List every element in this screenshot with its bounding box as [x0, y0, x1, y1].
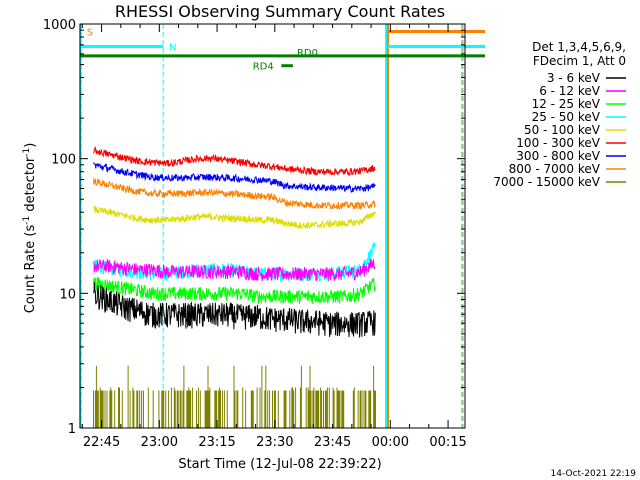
legend-label: 25 - 50 keV	[532, 110, 601, 124]
legend-label: 800 - 7000 keV	[509, 162, 601, 176]
legend-label: 6 - 12 keV	[539, 84, 601, 98]
series-line-3-6-kev	[93, 282, 376, 338]
legend-label: 3 - 6 keV	[547, 71, 601, 85]
plot-layer: S N RD0 RD4 1 10 100 1000 22:45 23:00 23:15 23:30 23…	[43, 18, 485, 450]
legend-label: 50 - 100 keV	[524, 123, 601, 137]
x-tick-label: 00:15	[429, 435, 466, 450]
x-tick-label: 23:15	[198, 435, 235, 450]
series-line-300-800-kev	[93, 161, 376, 193]
x-tick-label: 23:30	[256, 435, 293, 450]
x-tick-label: 00:00	[372, 435, 409, 450]
annotation-rd0: RD0	[297, 48, 318, 59]
series-line-12-25-kev	[93, 276, 376, 305]
x-axis-label: Start Time (12-Jul-08 22:39:22)	[178, 457, 381, 472]
plot-frame	[79, 23, 466, 429]
x-tick-label: 22:45	[83, 435, 120, 450]
y-tick-label: 1000	[43, 18, 76, 33]
series-line-50-100-kev	[93, 204, 376, 230]
annotation-s: S	[87, 27, 93, 38]
legend-label: 12 - 25 keV	[532, 97, 601, 111]
series-line-7000-15000-kev	[93, 365, 376, 428]
timestamp: 14-Oct-2021 22:19	[551, 469, 637, 479]
y-tick-label: 10	[59, 287, 76, 302]
annotation-rd4: RD4	[253, 62, 274, 73]
y-tick-label: 100	[51, 153, 76, 168]
annotation-n: N	[169, 43, 176, 54]
y-tick-label: 1	[68, 422, 76, 437]
series-line-800-7000-kev	[93, 177, 376, 211]
legend-label: 300 - 800 keV	[516, 149, 600, 163]
legend-header-line-1: Det 1,3,4,5,6,9,	[532, 40, 626, 54]
series-line-100-300-kev	[93, 146, 376, 177]
legend-header-line-2: FDecim 1, Att 0	[533, 54, 626, 68]
y-axis-label: Count Rate (s-1 detector-1)	[22, 143, 38, 314]
x-tick-label: 23:45	[314, 435, 351, 450]
legend-label: 100 - 300 keV	[516, 136, 600, 150]
legend-label: 7000 - 15000 keV	[493, 175, 600, 189]
chart-title: RHESSI Observing Summary Count Rates	[115, 2, 445, 21]
series-line-6-12-kev	[93, 258, 376, 282]
x-tick-label: 23:00	[141, 435, 178, 450]
